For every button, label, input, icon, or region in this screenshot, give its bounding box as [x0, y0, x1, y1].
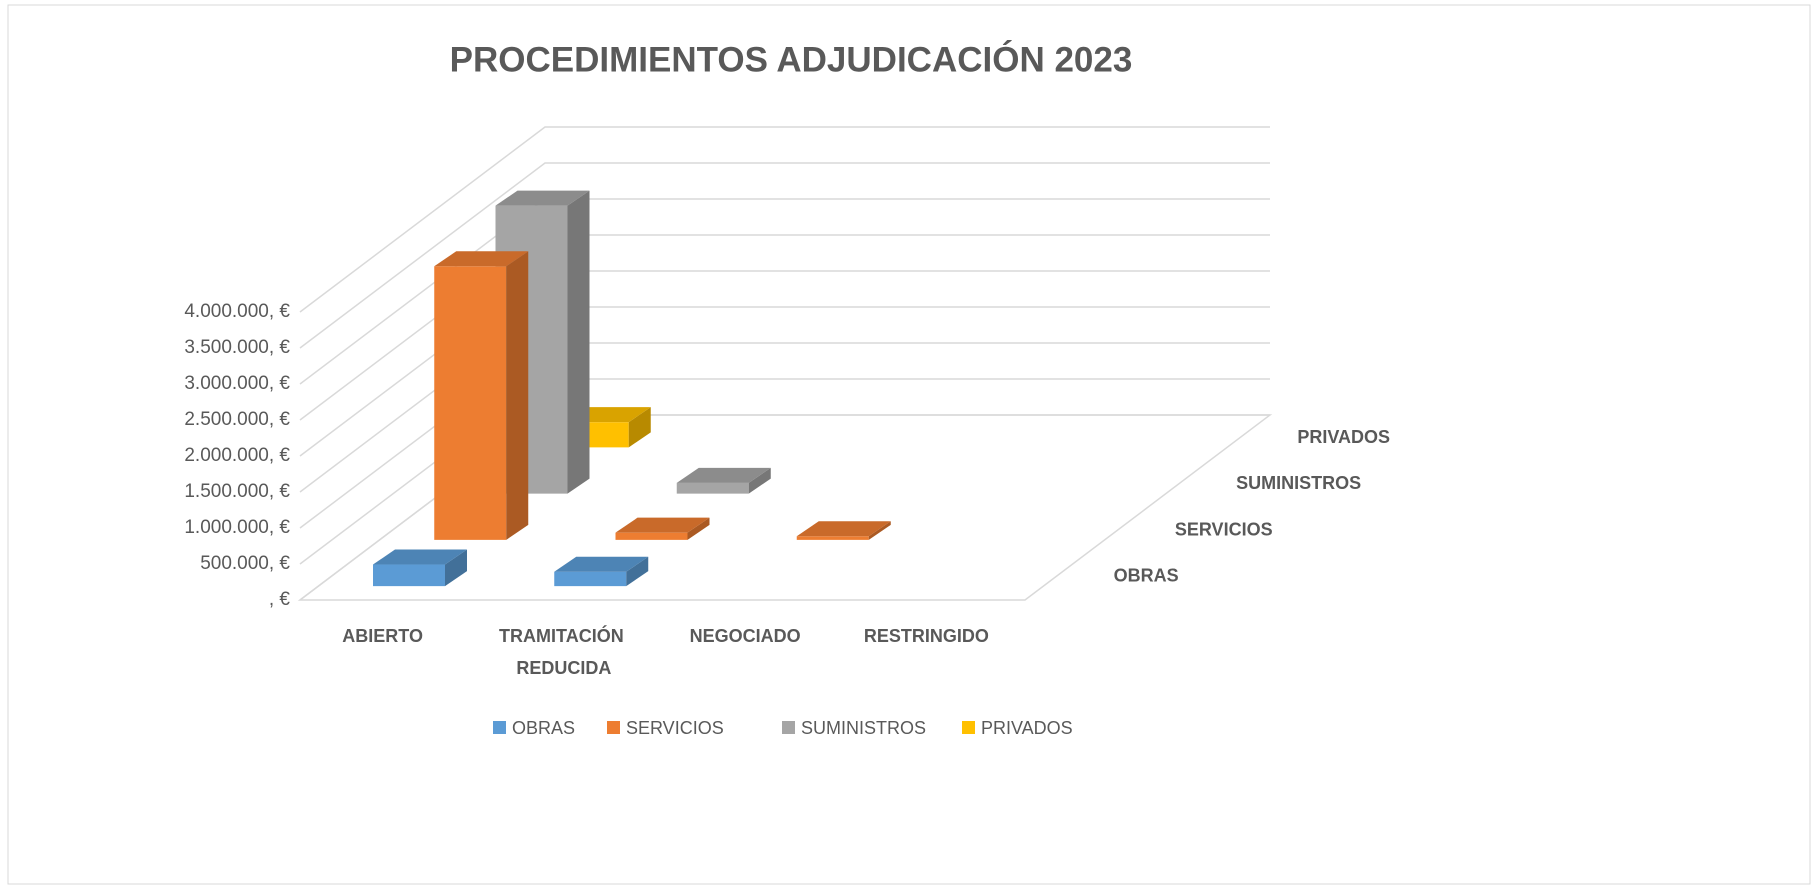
bar — [373, 549, 467, 587]
bar-front — [373, 564, 445, 587]
x-tick-label: RESTRINGIDO — [864, 626, 989, 646]
bar-side — [506, 251, 529, 540]
x-tick-label: TRAMITACIÓN REDUCIDA — [499, 625, 629, 678]
legend-label: SERVICIOS — [626, 718, 724, 738]
legend-label: OBRAS — [512, 718, 575, 738]
depth-tick-label: SUMINISTROS — [1236, 473, 1361, 493]
bar-side — [567, 190, 590, 494]
y-tick-label: 3.500.000, € — [184, 337, 290, 358]
bar-top — [434, 251, 529, 267]
legend-swatch — [782, 721, 795, 734]
bar — [676, 467, 771, 494]
y-tick-label: 3.000.000, € — [184, 373, 290, 394]
y-tick-label: 1.000.000, € — [184, 517, 290, 538]
grid-line — [299, 162, 1270, 349]
depth-tick-label: SERVICIOS — [1175, 519, 1273, 539]
bar-front — [434, 266, 507, 540]
x-tick-label: NEGOCIADO — [690, 626, 801, 646]
bar-top — [554, 556, 649, 572]
bar — [554, 556, 649, 587]
bar-top — [495, 190, 590, 206]
bar-side — [748, 467, 771, 494]
bar — [615, 517, 710, 540]
bar-top — [373, 549, 467, 565]
legend-swatch — [962, 721, 975, 734]
grid-line — [299, 126, 1270, 313]
bar-front — [554, 571, 627, 587]
bar — [434, 251, 529, 540]
bar-side — [626, 556, 649, 587]
y-tick-label: , € — [269, 589, 291, 610]
bar-front — [796, 536, 869, 540]
bar-front — [615, 532, 688, 540]
bar-top — [676, 467, 771, 483]
legend-label: PRIVADOS — [981, 718, 1073, 738]
bar-side — [868, 521, 891, 540]
chart-frame — [7, 4, 1811, 885]
legend-label: SUMINISTROS — [801, 718, 926, 738]
depth-tick-label: OBRAS — [1114, 566, 1179, 586]
bar-top — [615, 517, 710, 533]
y-tick-label: 1.500.000, € — [184, 481, 290, 502]
depth-tick-label: PRIVADOS — [1297, 427, 1390, 447]
bar — [796, 521, 891, 540]
bar-side — [628, 407, 651, 448]
legend-swatch — [493, 721, 506, 734]
y-tick-label: 4.000.000, € — [184, 301, 290, 322]
y-tick-label: 500.000, € — [200, 553, 290, 574]
chart-title: PROCEDIMIENTOS ADJUDICACIÓN 2023 — [450, 39, 1133, 79]
bar-side — [445, 549, 467, 587]
x-tick-label: ABIERTO — [342, 626, 423, 646]
bar-front — [676, 482, 749, 494]
legend-swatch — [607, 721, 620, 734]
bar-top — [796, 521, 891, 537]
y-tick-label: 2.000.000, € — [184, 445, 290, 466]
y-tick-label: 2.500.000, € — [184, 409, 290, 430]
bar-side — [687, 517, 710, 540]
